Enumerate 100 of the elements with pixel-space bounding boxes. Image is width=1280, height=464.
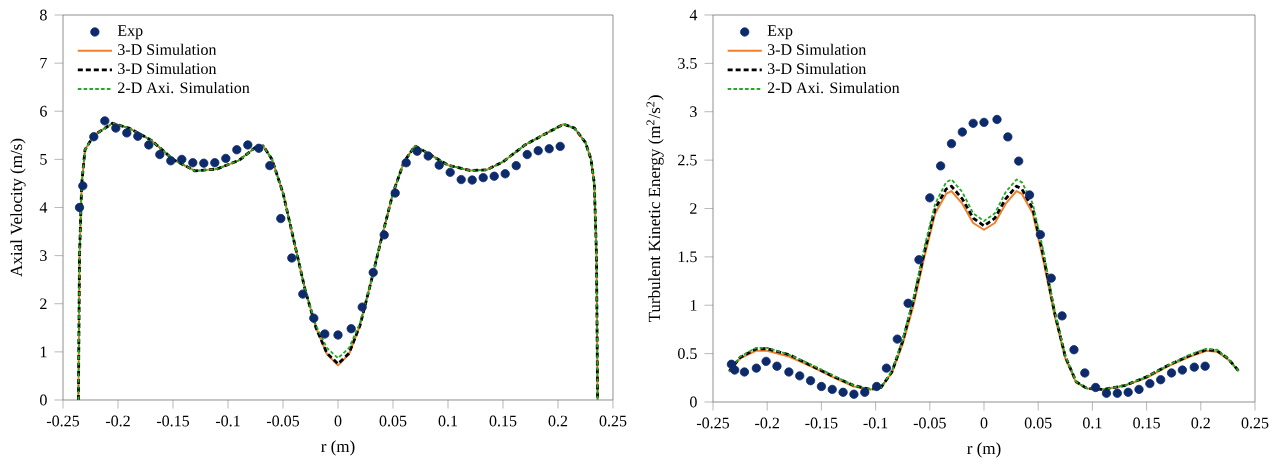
y-tick-label: 3 (40, 250, 47, 261)
point (221, 153, 231, 164)
y-tick-label: 7 (40, 57, 47, 69)
point (827, 384, 837, 395)
point (390, 188, 400, 198)
x-tick-label: 0.05 (1024, 417, 1052, 429)
point (838, 387, 848, 397)
point (1046, 273, 1056, 283)
y-tick-label: 2 (40, 298, 47, 310)
point (254, 143, 264, 153)
x-tick-label: -0.05 (266, 415, 300, 427)
y-tick-label: 2.5 (678, 154, 697, 166)
point (320, 329, 330, 339)
x-tick-label: 0.05 (379, 415, 407, 427)
point (265, 161, 275, 171)
point (368, 267, 378, 278)
x-tick-label: -0.25 (46, 415, 80, 427)
point (957, 127, 967, 137)
y-tick-label: 1 (40, 346, 47, 358)
x-tick-label: -0.1 (215, 415, 240, 427)
point (1069, 345, 1079, 355)
point (936, 161, 946, 171)
point (155, 149, 165, 160)
point (892, 334, 902, 344)
point (992, 114, 1002, 125)
legend-label: 2-D Axi. Simulation (118, 81, 250, 94)
point (434, 160, 444, 170)
point (456, 174, 466, 185)
x-tick-label: 0.2 (548, 415, 568, 427)
point (166, 156, 176, 166)
legend-label: 2-D Axi. Simulation (767, 81, 900, 94)
point (761, 356, 771, 366)
point (1123, 387, 1133, 397)
x-tick-label: 0.15 (1133, 417, 1160, 429)
point (467, 175, 477, 185)
point (346, 324, 356, 334)
point (412, 146, 422, 156)
point (555, 141, 565, 151)
y-tick-label: 5 (40, 154, 47, 165)
point (805, 376, 816, 386)
point (914, 255, 924, 265)
y-tick-label: 0.5 (678, 348, 697, 360)
point (979, 117, 989, 127)
point (872, 381, 882, 392)
y-tick-label: 4 (39, 202, 48, 213)
point (489, 171, 499, 181)
point (522, 149, 532, 160)
point (849, 389, 859, 399)
point (199, 158, 209, 168)
x-tick-label: -0.1 (863, 417, 888, 429)
point (903, 298, 913, 308)
point (925, 193, 935, 203)
point (500, 169, 510, 179)
point (1134, 384, 1144, 395)
y-tick-label: 3.5 (678, 57, 697, 69)
point (1189, 362, 1199, 372)
x-tick-label: -0.2 (755, 417, 779, 429)
point (1166, 368, 1177, 378)
point (1035, 230, 1045, 240)
y-tick-label: 0 (690, 396, 697, 408)
point (730, 365, 740, 375)
point (177, 154, 187, 164)
point (309, 313, 319, 323)
y-tick-label: 2 (690, 203, 697, 214)
point (89, 132, 99, 142)
point (739, 367, 750, 377)
point (946, 139, 957, 149)
point (276, 213, 286, 224)
point (287, 253, 297, 263)
legend-label: Exp (767, 25, 793, 40)
point (1112, 388, 1122, 398)
point (478, 173, 488, 183)
point (379, 230, 389, 240)
x-tick-label: 0 (980, 417, 988, 429)
legend-label: 3-D Simulation (118, 43, 217, 55)
x-tick-label: 0.1 (1082, 417, 1102, 429)
point (357, 302, 367, 312)
y-tick-label: 6 (40, 105, 47, 117)
y-tick-label: 8 (40, 9, 47, 21)
y-tick-label: 1 (690, 299, 697, 311)
x-tick-label: -0.2 (105, 415, 130, 427)
point (1080, 368, 1090, 378)
point (1014, 156, 1024, 166)
point (968, 118, 978, 128)
x-tick-label: 0.1 (438, 415, 458, 427)
point (860, 387, 870, 397)
point (243, 140, 253, 150)
point (78, 181, 88, 191)
y-tick-label: 1.5 (678, 251, 697, 263)
y-axis-title: Axial Velocity (m/s) (10, 138, 26, 277)
point (795, 371, 805, 381)
point (772, 361, 782, 371)
point (1156, 375, 1166, 385)
point (1101, 388, 1112, 398)
point (1200, 361, 1210, 371)
point (1145, 379, 1155, 389)
point (333, 330, 343, 340)
point (232, 145, 242, 155)
x-tick-label: 0.15 (489, 415, 517, 427)
point (423, 151, 433, 161)
